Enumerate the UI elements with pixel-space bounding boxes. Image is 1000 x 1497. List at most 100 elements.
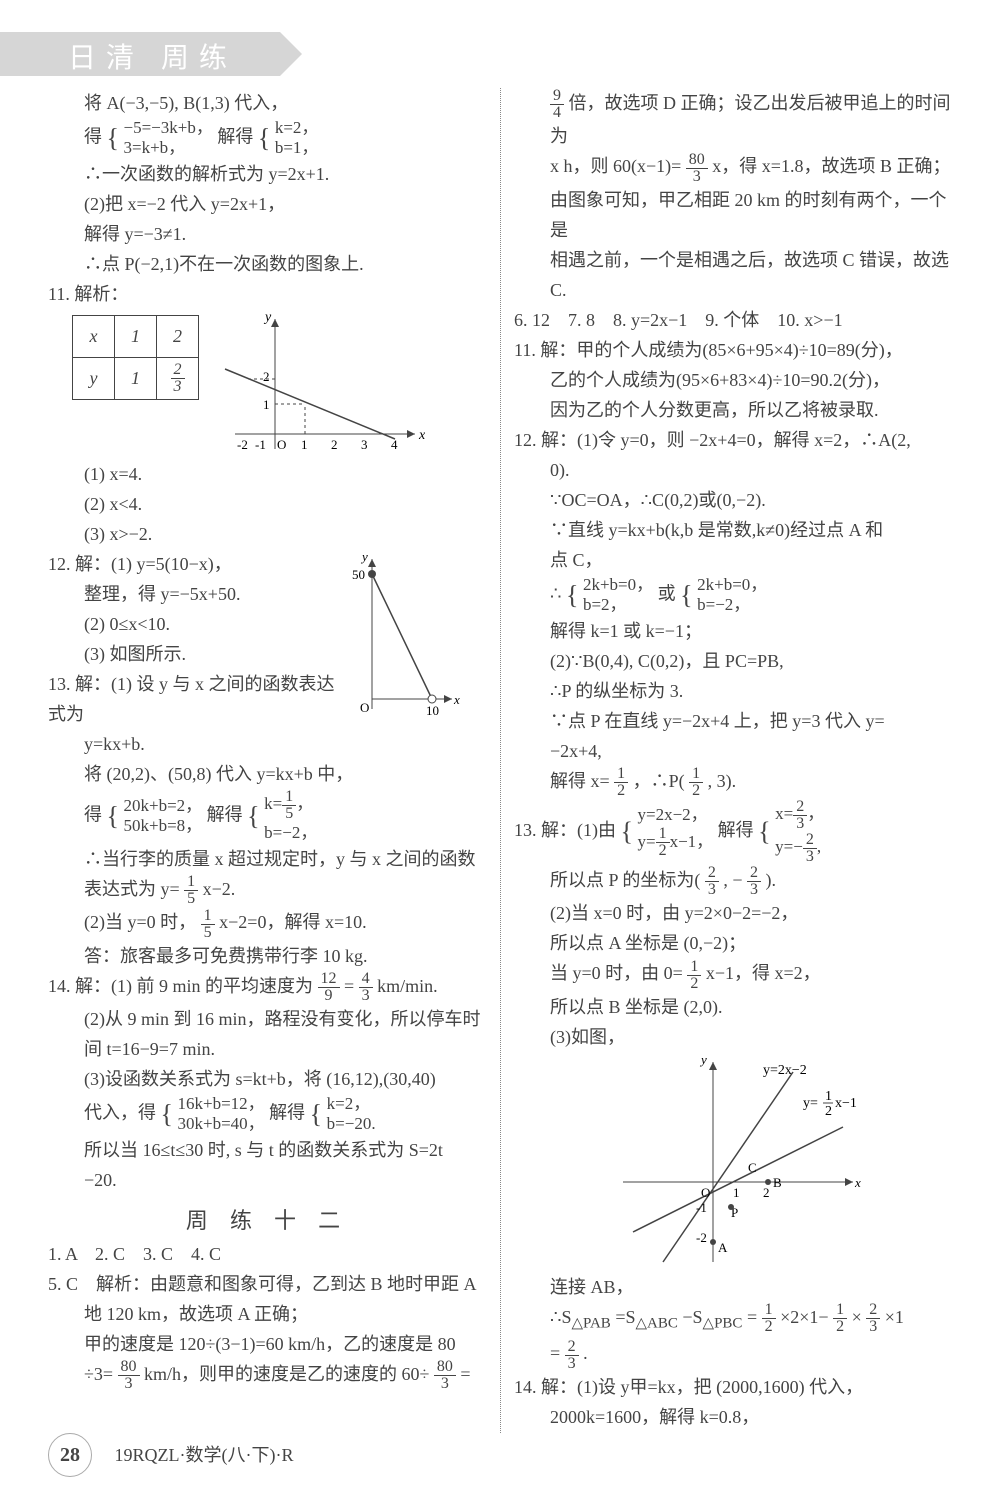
t: ， xyxy=(296,794,313,813)
d: 5 xyxy=(282,806,296,822)
n: 80 xyxy=(686,152,708,169)
d: 3 xyxy=(793,816,807,832)
text: 94 倍，故选项 D 正确；设乙出发后被甲追上的时间为 xyxy=(514,88,952,151)
svg-text:1: 1 xyxy=(263,397,270,412)
text: 所以 y乙=x； xyxy=(980,178,1000,208)
d: 2 xyxy=(825,1104,832,1119)
d: 3 xyxy=(705,882,719,898)
answers-row: 1. A 2. C 3. C 4. C xyxy=(48,1239,486,1269)
svg-text:O: O xyxy=(277,437,286,452)
d: 5 xyxy=(184,891,198,907)
n: 2 xyxy=(803,832,817,849)
t: 或 xyxy=(658,583,676,603)
text: 当 x≥2000 时，设 y乙=mx+n， xyxy=(980,208,1000,238)
text: 所以点 B 坐标是 (2,0). xyxy=(514,992,952,1022)
n: 1 xyxy=(833,1302,847,1319)
lbl: 10 xyxy=(426,703,439,718)
text: (3)设函数关系式为 s=kt+b，将 (16,12),(30,40) xyxy=(48,1064,486,1094)
brace-icon: { xyxy=(161,1099,173,1128)
text: 所以点 P 的坐标为( 23 , − 23 ). xyxy=(514,865,952,898)
d: 3 xyxy=(686,169,708,185)
svg-text:B: B xyxy=(773,1175,782,1190)
text: (2)∵B(0,4), C(0,2)，且 PC=PB, xyxy=(514,646,952,676)
text: 当 0<x<2000 时，设 y乙=ax， xyxy=(980,118,1000,148)
text: 由图象可知，甲乙相距 20 km 的时刻有两个，一个是 xyxy=(514,185,952,245)
text: 得 { −5=−3k+b， 3=k+b， 解得 { k=2， b=1， xyxy=(48,118,486,159)
text: 所以当 16≤t≤30 时, s 与 t 的函数关系式为 S=2t xyxy=(48,1135,486,1165)
t: = xyxy=(344,976,354,996)
d: 3 xyxy=(803,849,817,865)
n: 12 xyxy=(318,971,340,988)
cell: 1 xyxy=(115,315,157,357)
text: ∴一次函数的解析式为 y=2x+1. xyxy=(48,159,486,189)
d: 2 xyxy=(687,976,701,992)
t: 16k+b=12， xyxy=(177,1094,264,1113)
graph-q11: x y -2 -1 O 1 2 3 4 1 2 xyxy=(215,309,425,459)
text: 点 C， xyxy=(514,545,952,575)
text: ∴ { 2k+b=0， b=2， 或 { 2k+b=0， b=−2， xyxy=(514,575,952,616)
t: . xyxy=(583,1343,588,1363)
d: 3 xyxy=(118,1376,140,1392)
text: 解得 y=−3≠1. xyxy=(48,219,486,249)
text: (3) 如图所示. xyxy=(48,639,348,669)
text: (2) x<4. xyxy=(48,489,486,519)
text: 把 (2000,2000),(4000,3400) 代入， xyxy=(980,238,1000,268)
svg-text:2: 2 xyxy=(331,437,338,452)
text: ∴S△PAB =S△ABC −S△PBC = 12 ×2×1− 12 × 23 … xyxy=(514,1302,952,1339)
header-title: 日清 周练 xyxy=(68,36,237,76)
text: 当 y=0 时，由 0= 12 x−1，得 x=2， xyxy=(514,958,952,991)
t: b=−2， xyxy=(264,823,317,842)
t: 所以点 P 的坐标为( xyxy=(550,870,700,890)
text: ÷3= 803 km/h，则甲的速度是乙的速度的 60÷ 803 = xyxy=(48,1359,486,1392)
t: b=−2， xyxy=(697,595,750,614)
header-band: 日清 周练 xyxy=(0,32,280,76)
t: b=−20. xyxy=(327,1114,376,1133)
text: = 23 . xyxy=(514,1338,952,1371)
text: 相遇之前，一个是相遇之后，故选项 C 错误，故选 C. xyxy=(514,245,952,305)
t: x h，则 60(x−1)= xyxy=(550,156,681,176)
n: 2 xyxy=(171,362,185,379)
text: ∴当行李的质量 x 超过规定时，y 与 x 之间的函数 xyxy=(48,844,486,874)
t: x−1，得 x=2， xyxy=(706,963,821,983)
sub: △ABC xyxy=(635,1315,677,1331)
t: y= xyxy=(637,832,655,851)
t: 20k+b=2， xyxy=(123,796,202,815)
text: 得 { 20k+b=2， 50k+b=8， 解得 { k=15， b=−2， xyxy=(48,789,486,844)
text: 所以 y甲=0.8x. xyxy=(980,88,1000,118)
t: x−2. xyxy=(203,879,236,899)
d: 4 xyxy=(550,105,564,121)
t: x，得 x=1.8，故选项 B 正确； xyxy=(712,156,950,176)
brace-icon: { xyxy=(247,801,259,830)
t: 解得 xyxy=(269,1103,305,1123)
n: 1 xyxy=(656,826,670,843)
t: ∴ xyxy=(550,583,561,603)
t: k=2， xyxy=(275,118,319,137)
n: 2 xyxy=(793,799,807,816)
t: = xyxy=(460,1364,470,1384)
text: 将 A(−3,−5), B(1,3) 代入， xyxy=(48,88,486,118)
section-title: 周 练 十 二 xyxy=(48,1203,486,1235)
t: b=2， xyxy=(583,595,627,614)
svg-text:2: 2 xyxy=(763,1185,770,1200)
n: 1 xyxy=(762,1302,776,1319)
svg-text:-1: -1 xyxy=(255,437,266,452)
brace-icon: { xyxy=(107,801,119,830)
svg-text:A: A xyxy=(718,1240,728,1255)
n: 1 xyxy=(689,766,703,783)
d: 3 xyxy=(359,988,373,1004)
text: 答：旅客最多可免费携带行李 10 kg. xyxy=(48,941,486,971)
text: 14. 解：(1) 前 9 min 的平均速度为 129 = 43 km/min… xyxy=(48,971,486,1004)
t: y=2x−2， xyxy=(637,805,707,824)
cell: 2 xyxy=(157,315,199,357)
t: 当 y=0 时，由 0= xyxy=(550,963,683,983)
graph-q12: x y 50 10 O xyxy=(352,549,462,719)
svg-text:3: 3 xyxy=(361,437,368,452)
brace-icon: { xyxy=(566,580,578,609)
n: 2 xyxy=(866,1302,880,1319)
t: x= xyxy=(775,804,793,823)
text: (2)当 y=0 时， 15 x−2=0，解得 x=10. xyxy=(48,907,486,940)
n: 2 xyxy=(705,865,719,882)
n: 2 xyxy=(747,865,761,882)
text: 0). xyxy=(514,455,952,485)
n: 1 xyxy=(282,789,296,806)
